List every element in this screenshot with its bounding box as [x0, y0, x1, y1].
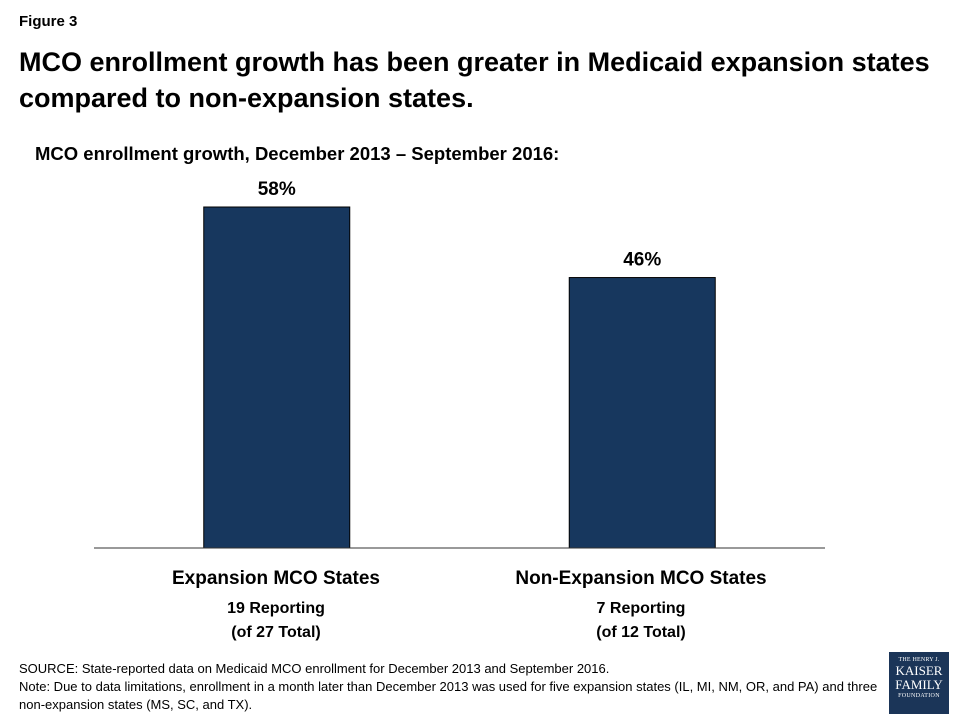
category-label-non-expansion: Non-Expansion MCO States 7 Reporting (of… — [461, 568, 821, 645]
chart-subtitle: MCO enrollment growth, December 2013 – S… — [35, 143, 560, 164]
page-title: MCO enrollment growth has been greater i… — [19, 47, 930, 113]
source-note: SOURCE: State-reported data on Medicaid … — [19, 661, 610, 676]
category-label-expansion: Expansion MCO States 19 Reporting (of 27… — [96, 568, 456, 645]
bar-1 — [568, 277, 716, 549]
footnotes: SOURCE: State-reported data on Medicaid … — [19, 660, 879, 714]
category-detail: 19 Reporting (of 27 Total) — [96, 597, 456, 645]
total-count: (of 27 Total) — [231, 624, 321, 641]
data-label-0: 58% — [258, 179, 296, 200]
logo-line: FAMILY — [895, 677, 943, 692]
data-note: Note: Due to data limitations, enrollmen… — [19, 679, 878, 712]
category-detail: 7 Reporting (of 12 Total) — [461, 597, 821, 645]
data-label-1: 46% — [623, 250, 661, 271]
logo-line: THE HENRY J. — [898, 657, 940, 663]
kff-logo: THE HENRY J. KAISER FAMILY FOUNDATION — [889, 652, 949, 714]
reporting-count: 19 Reporting — [227, 600, 325, 617]
logo-line: FOUNDATION — [898, 693, 940, 699]
reporting-count: 7 Reporting — [596, 600, 686, 617]
category-name: Expansion MCO States — [172, 568, 380, 589]
logo-line: KAISER — [895, 663, 943, 678]
total-count: (of 12 Total) — [596, 624, 686, 641]
bar-0 — [203, 206, 351, 549]
figure-label: Figure 3 — [19, 13, 78, 30]
category-name: Non-Expansion MCO States — [515, 568, 767, 589]
